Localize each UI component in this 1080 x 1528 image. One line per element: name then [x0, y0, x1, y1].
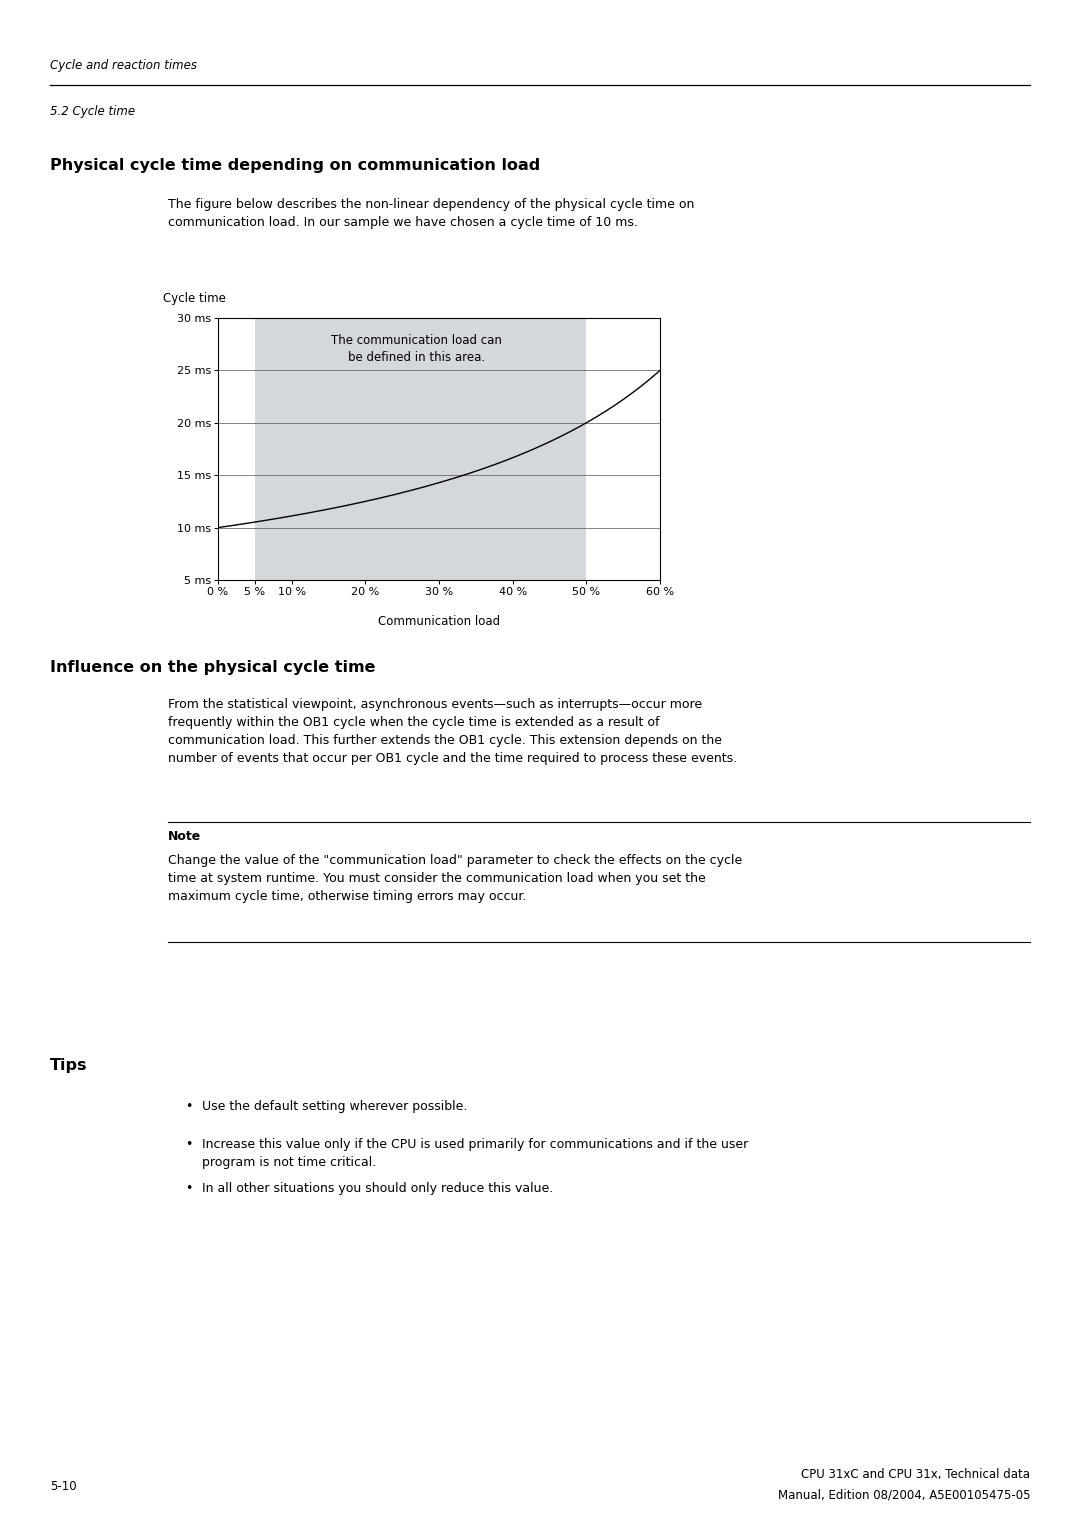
Text: Increase this value only if the CPU is used primarily for communications and if : Increase this value only if the CPU is u… — [202, 1138, 748, 1169]
Text: Change the value of the "communication load" parameter to check the effects on t: Change the value of the "communication l… — [168, 854, 742, 903]
Text: Cycle time: Cycle time — [163, 292, 226, 306]
Text: Manual, Edition 08/2004, A5E00105475-05: Manual, Edition 08/2004, A5E00105475-05 — [778, 1488, 1030, 1500]
Text: Note: Note — [168, 830, 201, 843]
Text: Influence on the physical cycle time: Influence on the physical cycle time — [50, 660, 376, 675]
Text: Cycle and reaction times: Cycle and reaction times — [50, 60, 197, 72]
Text: •: • — [185, 1100, 192, 1112]
Text: Communication load: Communication load — [378, 614, 500, 628]
Text: In all other situations you should only reduce this value.: In all other situations you should only … — [202, 1183, 553, 1195]
Text: •: • — [185, 1138, 192, 1151]
Text: Tips: Tips — [50, 1057, 87, 1073]
Text: 5-10: 5-10 — [50, 1481, 77, 1493]
Text: 5.2 Cycle time: 5.2 Cycle time — [50, 105, 135, 118]
Text: The figure below describes the non-linear dependency of the physical cycle time : The figure below describes the non-linea… — [168, 199, 694, 229]
Text: Use the default setting wherever possible.: Use the default setting wherever possibl… — [202, 1100, 468, 1112]
Text: CPU 31xC and CPU 31x, Technical data: CPU 31xC and CPU 31x, Technical data — [801, 1468, 1030, 1481]
Text: The communication load can
be defined in this area.: The communication load can be defined in… — [332, 333, 502, 364]
Text: Physical cycle time depending on communication load: Physical cycle time depending on communi… — [50, 157, 540, 173]
Text: From the statistical viewpoint, asynchronous events—such as interrupts—occur mor: From the statistical viewpoint, asynchro… — [168, 698, 738, 766]
Text: •: • — [185, 1183, 192, 1195]
Bar — [255, 318, 586, 581]
